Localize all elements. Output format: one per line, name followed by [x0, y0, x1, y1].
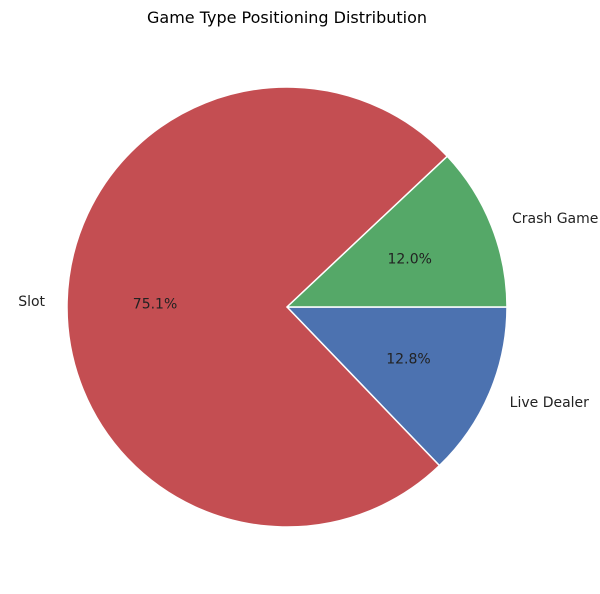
slice-percent-crash-game: 12.0%: [387, 251, 431, 267]
chart-title: Game Type Positioning Distribution: [147, 8, 427, 27]
pie-slice-slot: [66, 86, 449, 528]
slice-label-live-dealer: Live Dealer: [510, 395, 590, 411]
slice-percent-slot: 75.1%: [133, 297, 177, 313]
pie-slice-live-dealer: [286, 306, 508, 467]
slice-percent-live-dealer: 12.8%: [386, 352, 430, 368]
pie-slice-crash-game: [286, 155, 508, 308]
slice-label-slot: Slot: [18, 294, 45, 310]
slice-label-crash-game: Crash Game: [512, 211, 598, 227]
pie-labels: Live Dealer 12.8% Slot 75.1% Crash Game 12.0%: [18, 211, 598, 411]
pie-slices: [66, 86, 508, 528]
